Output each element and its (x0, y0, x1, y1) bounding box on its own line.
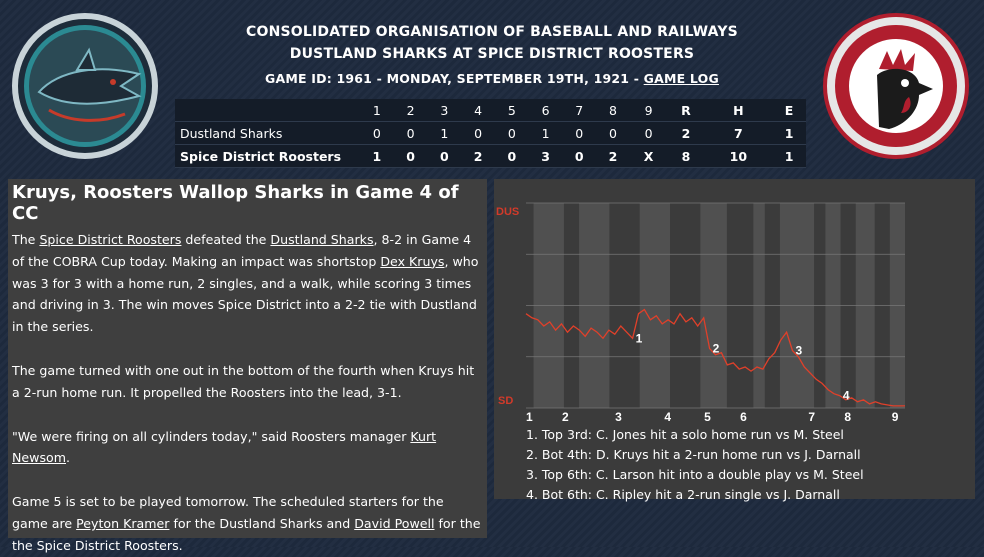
inning-score: 0 (372, 125, 381, 141)
game-story-panel: Kruys, Roosters Wallop Sharks in Game 4 … (8, 179, 487, 553)
manager-link-kurt-newsom[interactable]: Kurt Newsom (12, 428, 437, 466)
league-name: CONSOLIDATED ORGANISATION OF BASEBALL AN… (246, 24, 738, 40)
inning-header: 3 (440, 102, 449, 118)
story-paragraph-1: The Spice District Roosters defeated the… (12, 229, 483, 338)
story-text: "We were firing on all cylinders today,"… (12, 428, 411, 444)
inning-score: 0 (644, 125, 653, 141)
linescore-table: 1 2 3 4 5 6 7 8 9 R H E Dustland Sharks … (175, 99, 806, 168)
event-annotation: 1. Top 3rd: C. Jones hit a solo home run… (526, 427, 844, 442)
player-link-peyton-kramer[interactable]: Peyton Kramer (76, 515, 170, 531)
story-paragraph-3: "We were firing on all cylinders today,"… (12, 426, 483, 470)
linescore-row-home: Spice District Roosters 1 0 0 2 0 3 0 2 … (175, 145, 806, 168)
win-probability-panel: 1 2 3 4 DUS SD 1 2 3 4 5 6 7 8 9 1. Top 3rd: C. Jon… (494, 179, 975, 502)
inning-score: 2 (473, 148, 483, 164)
linescore-header: 1 2 3 4 5 6 7 8 9 R H E (175, 99, 806, 122)
win-probability-chart: 1 2 3 4 DUS SD 1 2 3 4 5 6 7 8 9 (496, 202, 905, 424)
home-team-name[interactable]: Spice District Roosters (180, 148, 342, 164)
x-tick-label: 5 (704, 410, 711, 424)
event-marker: 1 (636, 331, 643, 345)
dustland-sharks-logo (12, 13, 158, 159)
event-annotation: 4. Bot 6th: C. Ripley hit a 2-run single… (526, 487, 840, 502)
inning-header: 1 (372, 102, 381, 118)
event-marker: 4 (843, 389, 850, 403)
inning-score: 0 (406, 125, 415, 141)
y-bottom-label: SD (498, 395, 513, 407)
inning-score: 0 (439, 148, 449, 164)
x-tick-label: 2 (562, 410, 569, 424)
inning-header: 2 (406, 102, 415, 118)
event-marker: 2 (713, 342, 720, 356)
story-headline: Kruys, Roosters Wallop Sharks in Game 4 … (12, 182, 459, 224)
inning-header: 5 (507, 102, 516, 118)
event-annotation: 3. Top 6th: C. Larson hit into a double … (526, 467, 864, 482)
game-id-line: GAME ID: 1961 - MONDAY, SEPTEMBER 19TH, … (0, 71, 984, 86)
x-tick-label: 1 (526, 410, 533, 424)
team-col-header (175, 99, 360, 122)
story-text: . (66, 450, 71, 466)
runs-header: R (681, 102, 691, 118)
inning-score: 0 (609, 125, 617, 141)
x-tick-label: 4 (664, 410, 671, 424)
inning-header: 8 (609, 102, 617, 118)
inning-score: 1 (440, 125, 449, 141)
game-log-link[interactable]: GAME LOG (643, 71, 719, 86)
inning-score: 0 (406, 148, 415, 164)
x-tick-label: 6 (740, 410, 747, 424)
inning-score: 0 (574, 148, 584, 164)
event-marker: 3 (795, 344, 802, 358)
team-link-sharks[interactable]: Dustland Sharks (270, 232, 374, 247)
inning-score: 3 (541, 148, 550, 164)
hits-total: 7 (734, 125, 743, 141)
x-tick-label: 9 (892, 410, 899, 424)
linescore-row-away: Dustland Sharks 0 0 1 0 0 1 0 0 0 2 7 1 (175, 122, 806, 145)
inning-score: X (643, 148, 654, 164)
game-id-text: GAME ID: 1961 - MONDAY, SEPTEMBER 19TH, … (265, 71, 644, 86)
story-text: for the Dustland Sharks and (169, 515, 355, 531)
errors-total: 1 (784, 148, 794, 164)
story-text: , who was 3 for 3 with a home run, 2 sin… (12, 253, 479, 335)
player-link-david-powell[interactable]: David Powell (354, 515, 435, 531)
away-team-name[interactable]: Dustland Sharks (180, 125, 283, 141)
matchup-title: DUSTLAND SHARKS AT SPICE DISTRICT ROOSTE… (289, 46, 695, 62)
inning-header: 6 (541, 102, 550, 118)
inning-header: 4 (474, 102, 483, 118)
inning-score: 0 (575, 125, 584, 141)
story-text: , 8-2 in Game 4 of the COBRA Cup today. … (12, 232, 472, 269)
story-text: The (12, 232, 40, 247)
inning-score: 1 (372, 148, 382, 164)
runs-total: 8 (681, 148, 691, 164)
y-top-label: DUS (496, 206, 519, 218)
team-link-roosters[interactable]: Spice District Roosters (39, 232, 182, 247)
inning-score: 1 (541, 125, 550, 141)
inning-score: 0 (507, 125, 516, 141)
story-text: Game 5 is set to be played tomorrow. The… (12, 494, 444, 531)
story-paragraph-2: The game turned with one out in the bott… (12, 362, 475, 400)
event-annotation: 2. Bot 4th: D. Kruys hit a 2-run home ru… (526, 447, 861, 462)
spice-district-roosters-logo (823, 13, 969, 159)
inning-header: 9 (644, 102, 653, 118)
hits-header: H (733, 102, 744, 118)
player-link-dex-kruys[interactable]: Dex Kruys (380, 253, 445, 269)
inning-score: 2 (608, 148, 618, 164)
x-tick-label: 3 (615, 410, 622, 424)
inning-header: 7 (575, 102, 584, 118)
story-paragraph-4: Game 5 is set to be played tomorrow. The… (12, 491, 483, 556)
errors-header: E (784, 102, 794, 118)
runs-total: 2 (681, 125, 691, 141)
x-tick-label: 8 (844, 410, 851, 424)
inning-score: 0 (474, 125, 483, 141)
story-text: defeated the (181, 232, 271, 247)
x-tick-label: 7 (808, 410, 815, 424)
inning-score: 0 (507, 148, 517, 164)
errors-total: 1 (784, 125, 794, 141)
win-probability-line (525, 308, 905, 407)
hits-total: 10 (729, 148, 748, 164)
